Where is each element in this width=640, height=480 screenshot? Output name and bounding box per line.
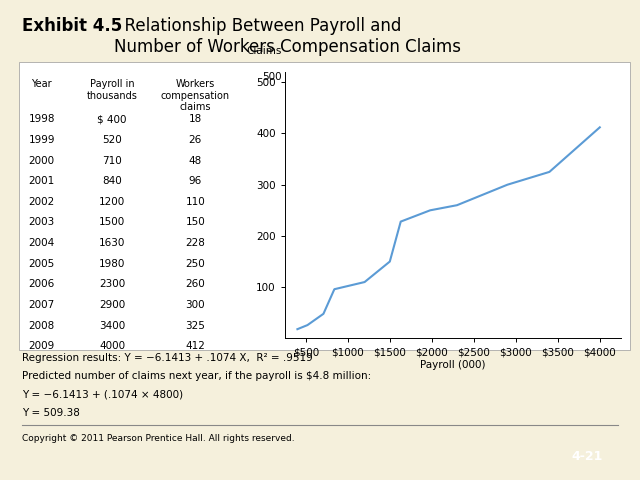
Text: 840: 840: [102, 176, 122, 186]
Text: 2004: 2004: [28, 238, 55, 248]
Text: 26: 26: [189, 135, 202, 145]
Text: 412: 412: [185, 341, 205, 351]
Text: 150: 150: [186, 217, 205, 228]
Text: 2006: 2006: [28, 279, 55, 289]
Text: 2007: 2007: [28, 300, 55, 310]
Text: 1980: 1980: [99, 259, 125, 269]
Text: 1200: 1200: [99, 197, 125, 207]
Text: 2005: 2005: [28, 259, 55, 269]
Text: 96: 96: [189, 176, 202, 186]
Text: 710: 710: [102, 156, 122, 166]
Text: 2003: 2003: [28, 217, 55, 228]
Text: 3400: 3400: [99, 321, 125, 331]
Text: 2009: 2009: [28, 341, 55, 351]
Text: 300: 300: [186, 300, 205, 310]
Text: 260: 260: [186, 279, 205, 289]
Text: 1500: 1500: [99, 217, 125, 228]
Text: 1999: 1999: [28, 135, 55, 145]
Text: Regression results: Y = −6.1413 + .1074 X,  R² = .9519: Regression results: Y = −6.1413 + .1074 …: [22, 353, 313, 363]
Text: 2002: 2002: [28, 197, 55, 207]
Text: 1630: 1630: [99, 238, 125, 248]
Text: 250: 250: [186, 259, 205, 269]
Text: 228: 228: [185, 238, 205, 248]
Text: Claims: Claims: [246, 46, 282, 56]
Text: 2001: 2001: [28, 176, 55, 186]
Text: Relationship Between Payroll and
Number of Workers Compensation Claims: Relationship Between Payroll and Number …: [114, 17, 461, 56]
Text: 2300: 2300: [99, 279, 125, 289]
Text: Workers
compensation
claims: Workers compensation claims: [161, 79, 230, 112]
Text: 2008: 2008: [28, 321, 55, 331]
Text: 520: 520: [102, 135, 122, 145]
Text: 110: 110: [186, 197, 205, 207]
X-axis label: Payroll (000): Payroll (000): [420, 360, 486, 370]
Text: 325: 325: [185, 321, 205, 331]
Text: 4-21: 4-21: [572, 450, 603, 464]
Text: Predicted number of claims next year, if the payroll is $4.8 million:: Predicted number of claims next year, if…: [22, 371, 372, 381]
Text: Copyright © 2011 Pearson Prentice Hall. All rights reserved.: Copyright © 2011 Pearson Prentice Hall. …: [22, 434, 295, 444]
Text: Exhibit 4.5: Exhibit 4.5: [22, 17, 123, 35]
Text: $ 400: $ 400: [97, 114, 127, 124]
Text: Y = −6.1413 + (.1074 × 4800): Y = −6.1413 + (.1074 × 4800): [22, 389, 184, 399]
Text: Payroll in
thousands: Payroll in thousands: [86, 79, 138, 101]
Text: 48: 48: [189, 156, 202, 166]
Text: 18: 18: [189, 114, 202, 124]
Text: Y = 509.38: Y = 509.38: [22, 408, 80, 418]
Text: Year: Year: [31, 79, 52, 89]
Text: 2900: 2900: [99, 300, 125, 310]
Text: 500: 500: [262, 72, 282, 82]
Text: 1998: 1998: [28, 114, 55, 124]
Text: 4000: 4000: [99, 341, 125, 351]
Text: 2000: 2000: [29, 156, 54, 166]
